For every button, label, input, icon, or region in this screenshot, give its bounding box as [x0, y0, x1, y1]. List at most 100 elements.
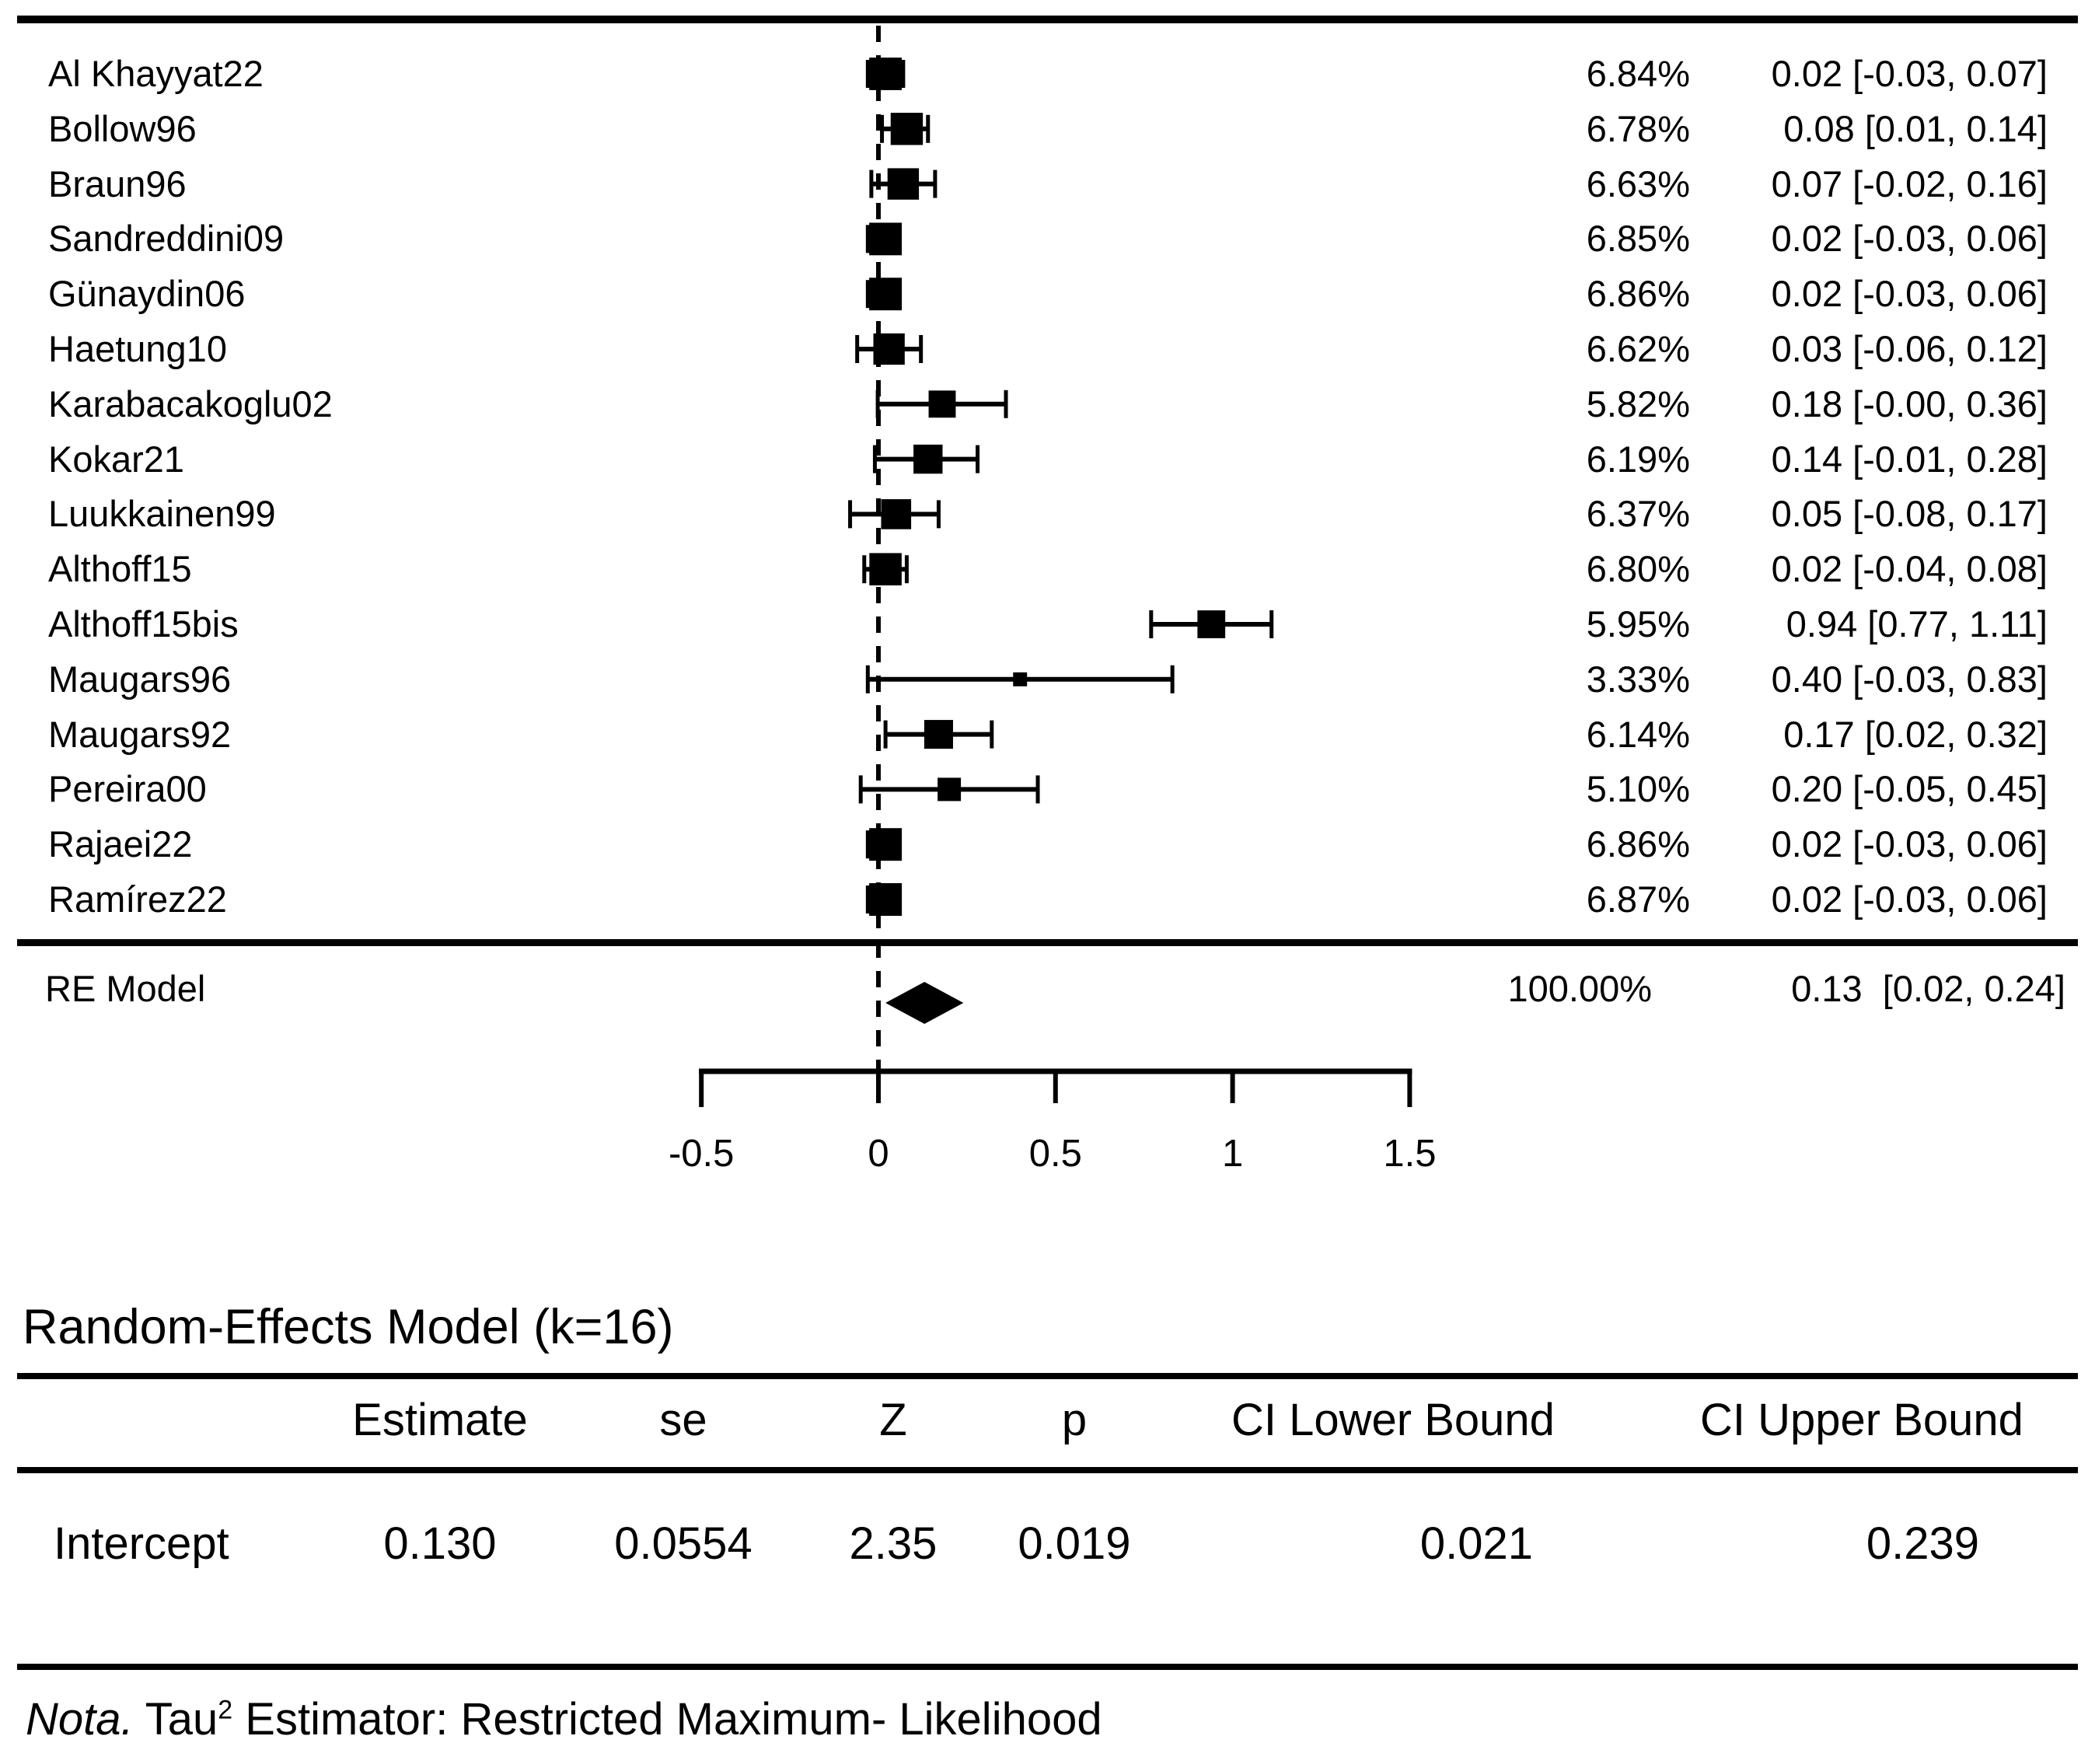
study-weight: 6.63%	[1586, 162, 1690, 204]
cell-ci-upper: 0.239	[1866, 1518, 1979, 1569]
study-weight: 6.85%	[1586, 218, 1690, 260]
study-weight: 6.86%	[1586, 823, 1690, 865]
study-weight: 5.10%	[1586, 768, 1690, 810]
cell-estimate: 0.130	[383, 1518, 497, 1569]
study-ci-text: 0.02 [-0.04, 0.08]	[1771, 548, 2048, 590]
study-ci-text: 0.02 [-0.03, 0.06]	[1771, 879, 2048, 920]
study-label: Karabacakoglu02	[48, 382, 333, 424]
study-ci-text: 0.07 [-0.02, 0.16]	[1771, 162, 2048, 204]
note-lead: Nota.	[26, 1694, 134, 1745]
table-bottom-rule	[17, 1664, 2078, 1670]
top-rule	[17, 16, 2078, 23]
header-estimate: Estimate	[352, 1395, 528, 1445]
header-se: se	[659, 1395, 707, 1445]
effect-size-square	[869, 222, 903, 256]
study-label: Bollow96	[48, 107, 197, 149]
study-weight: 3.33%	[1586, 658, 1690, 700]
re-model-weight: 100.00%	[1507, 968, 1652, 1009]
study-weight: 6.80%	[1586, 548, 1690, 590]
study-label: Althoff15	[48, 548, 192, 590]
study-weight: 6.78%	[1586, 107, 1690, 149]
table-top-rule	[17, 1373, 2078, 1379]
summary-section-heading: Random-Effects Model (k=16)	[23, 1300, 674, 1354]
study-label: Al Khayyat22	[48, 53, 264, 94]
cell-se: 0.0554	[614, 1518, 752, 1569]
re-model-label: RE Model	[45, 968, 206, 1009]
effect-size-square	[869, 278, 903, 311]
study-label: Althoff15bis	[48, 603, 239, 644]
table-header-rule	[17, 1467, 2078, 1473]
study-ci-text: 0.03 [-0.06, 0.12]	[1771, 328, 2048, 369]
cell-p: 0.019	[1018, 1518, 1131, 1569]
study-weight: 6.62%	[1586, 328, 1690, 369]
study-ci-text: 0.94 [0.77, 1.11]	[1786, 603, 2048, 644]
study-ci-text: 0.17 [0.02, 0.32]	[1783, 713, 2048, 755]
study-ci-text: 0.02 [-0.03, 0.07]	[1771, 53, 2048, 94]
study-ci-text: 0.18 [-0.00, 0.36]	[1771, 382, 2048, 424]
effect-size-square	[881, 499, 912, 529]
cell-intercept-label: Intercept	[54, 1518, 229, 1569]
summary-diamond	[885, 982, 964, 1024]
summary-table-header-row: Estimate se Z p CI Lower Bound CI Upper …	[17, 1373, 2078, 1467]
study-weight: 6.14%	[1586, 713, 1690, 755]
axis-tick-label: -0.5	[668, 1133, 735, 1175]
study-label: Braun96	[48, 162, 187, 204]
study-label: Rajaei22	[48, 823, 193, 865]
axis-tick-label: 1	[1221, 1133, 1244, 1175]
study-label: Haetung10	[48, 328, 227, 369]
note-mid: Tau	[133, 1694, 218, 1745]
axis-tick-label: 0	[868, 1133, 889, 1175]
note-superscript: 2	[218, 1695, 233, 1725]
study-weight: 6.87%	[1586, 879, 1690, 920]
effect-size-square	[1013, 672, 1028, 686]
study-ci-text: 0.02 [-0.03, 0.06]	[1771, 273, 2048, 315]
study-weight: 6.19%	[1586, 438, 1690, 480]
study-ci-text: 0.20 [-0.05, 0.45]	[1771, 768, 2048, 810]
study-ci-text: 0.08 [0.01, 0.14]	[1783, 107, 2048, 149]
effect-size-square	[869, 553, 902, 585]
header-ci-upper-bound: CI Upper Bound	[1700, 1395, 2023, 1445]
effect-size-square	[869, 882, 903, 917]
effect-size-square	[869, 58, 903, 90]
effect-size-square	[1197, 610, 1226, 638]
study-ci-text: 0.14 [-0.01, 0.28]	[1771, 438, 2048, 480]
effect-size-square	[928, 390, 956, 418]
axis-tick-label: 1.5	[1383, 1133, 1437, 1175]
study-label: Günaydin06	[48, 273, 246, 315]
axis-tick-label: 0.5	[1028, 1133, 1082, 1175]
effect-size-square	[887, 168, 920, 200]
header-ci-lower-bound: CI Lower Bound	[1231, 1395, 1555, 1445]
effect-size-square	[890, 113, 924, 145]
effect-size-square	[913, 444, 943, 474]
summary-table-value-row: Intercept 0.130 0.0554 2.35 0.019 0.021 …	[17, 1497, 2078, 1590]
tau-estimator-note: Nota. Tau2 Estimator: Restricted Maximum…	[26, 1695, 1102, 1745]
study-label: Maugars92	[48, 713, 232, 755]
study-label: Kokar21	[48, 438, 185, 480]
cell-ci-lower: 0.021	[1419, 1518, 1533, 1569]
study-ci-text: 0.02 [-0.03, 0.06]	[1771, 218, 2048, 260]
re-model-ci-text: 0.13 [0.02, 0.24]	[1791, 968, 2065, 1009]
study-label: Pereira00	[48, 768, 207, 810]
note-rest: Estimator: Restricted Maximum- Likelihoo…	[232, 1694, 1102, 1745]
study-ci-text: 0.02 [-0.03, 0.06]	[1771, 823, 2048, 865]
effect-size-square	[938, 777, 962, 802]
header-p: p	[1061, 1395, 1088, 1445]
study-label: Maugars96	[48, 658, 232, 700]
study-weight: 6.84%	[1586, 53, 1690, 94]
header-z: Z	[879, 1395, 907, 1445]
study-weight: 5.82%	[1586, 382, 1690, 424]
study-label: Luukkainen99	[48, 493, 276, 535]
study-weight: 6.86%	[1586, 273, 1690, 315]
studies-summary-divider	[17, 939, 2078, 946]
effect-size-square	[924, 720, 953, 749]
study-ci-text: 0.40 [-0.03, 0.83]	[1771, 658, 2048, 700]
effect-size-square	[873, 333, 905, 365]
study-label: Sandreddini09	[48, 218, 285, 260]
effect-size-square	[869, 828, 903, 861]
study-label: Ramírez22	[48, 879, 227, 920]
cell-z: 2.35	[849, 1518, 938, 1569]
study-weight: 6.37%	[1586, 493, 1690, 535]
study-ci-text: 0.05 [-0.08, 0.17]	[1771, 493, 2048, 535]
